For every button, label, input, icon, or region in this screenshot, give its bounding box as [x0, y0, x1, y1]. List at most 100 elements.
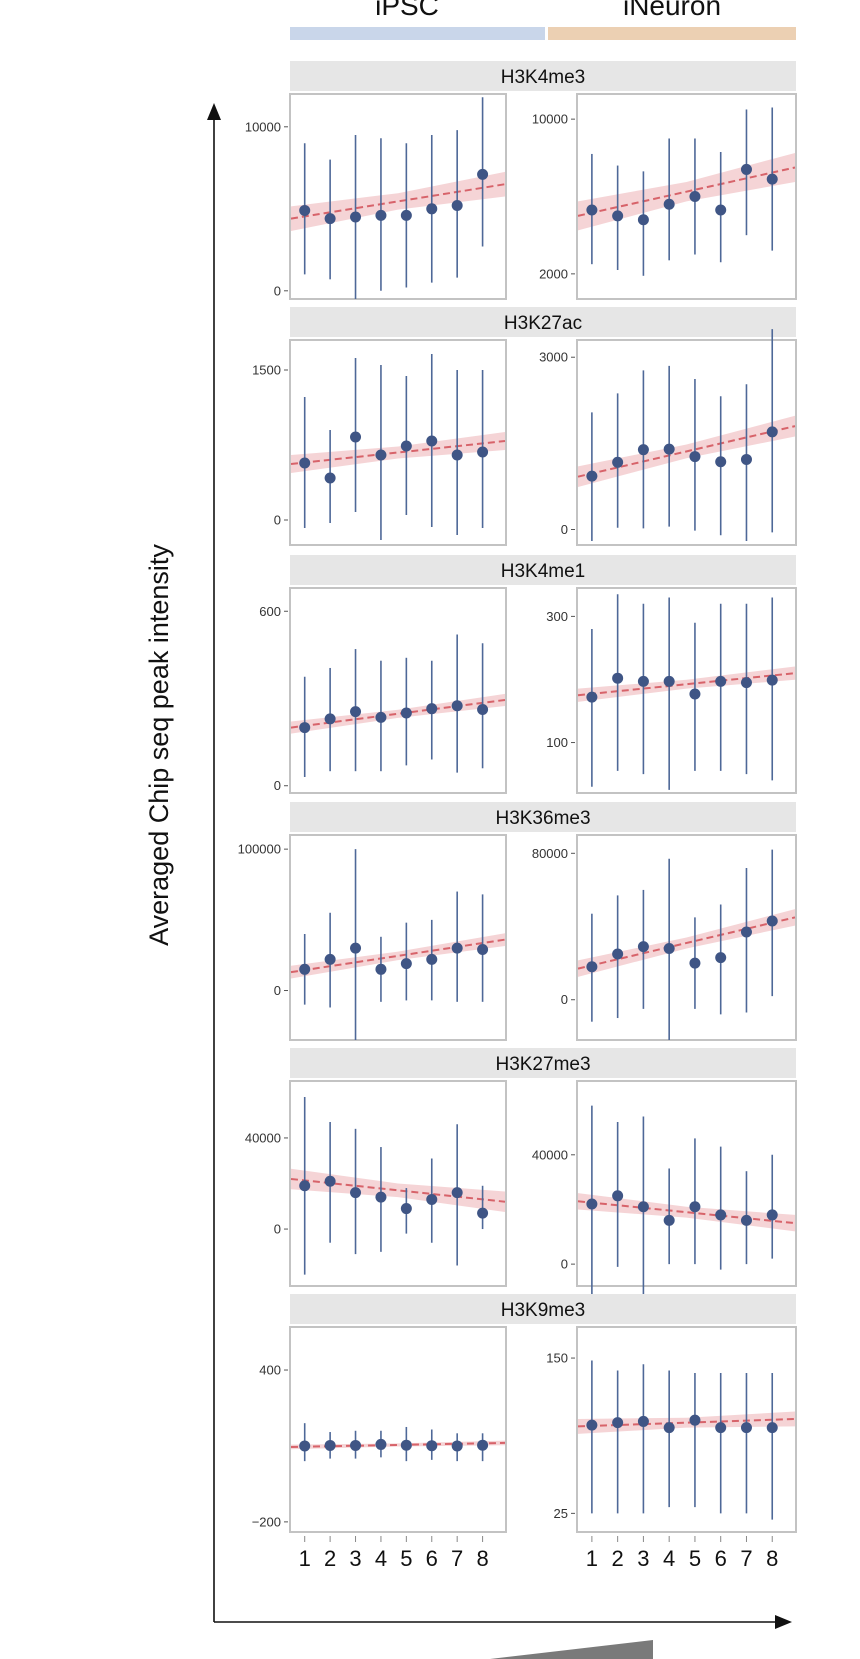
data-point [740, 1214, 752, 1226]
data-point [612, 1190, 624, 1202]
data-point [299, 1180, 311, 1192]
strip-label-H3K4me1: H3K4me1 [501, 561, 586, 582]
confidence-band [291, 432, 505, 473]
trend-line [290, 183, 506, 220]
y-axis-arrowhead [207, 103, 221, 120]
data-point [400, 1203, 412, 1215]
y-tick-label: 300 [546, 609, 568, 624]
data-point [324, 1175, 336, 1187]
panel-frame [289, 587, 507, 794]
data-point [451, 942, 463, 954]
data-point [715, 456, 727, 468]
trend-line [577, 916, 796, 970]
data-point [689, 957, 701, 969]
y-tick-label: 0 [274, 513, 281, 528]
data-point [637, 675, 649, 687]
panel-H3K27me3-iNeuron: 0 40000 [532, 1080, 797, 1319]
data-point [426, 203, 438, 215]
panel-H3K36me3-iPSC: 0 100000 [238, 834, 507, 1041]
data-point [715, 204, 727, 216]
data-point [586, 691, 598, 703]
panel-frame [289, 1326, 507, 1533]
data-point [299, 722, 311, 734]
data-point [350, 942, 362, 954]
data-point [637, 941, 649, 953]
data-point [612, 1417, 624, 1429]
data-point [375, 209, 387, 221]
y-tick-label: 80000 [532, 846, 568, 861]
data-point [400, 440, 412, 452]
x-tick-label: 5 [400, 1546, 412, 1571]
data-point [663, 942, 675, 954]
trend-line [577, 672, 796, 697]
strip-label-H3K4me3: H3K4me3 [501, 67, 586, 88]
panel-H3K4me1-iPSC: 0 600 [259, 587, 507, 794]
x-tick-label: 3 [637, 1546, 649, 1571]
data-point [612, 672, 624, 684]
x-tick-label: 7 [740, 1546, 752, 1571]
data-point [324, 472, 336, 484]
y-tick-label: 0 [561, 522, 568, 537]
trend-line [290, 440, 506, 465]
x-tick-label: 4 [375, 1546, 387, 1571]
x-tick-label: 6 [715, 1546, 727, 1571]
data-point [426, 1193, 438, 1205]
data-point [324, 953, 336, 965]
data-point [612, 948, 624, 960]
data-point [350, 1187, 362, 1199]
data-point [350, 1439, 362, 1451]
data-point [586, 204, 598, 216]
x-tick-label: 8 [476, 1546, 488, 1571]
confidence-band [291, 171, 505, 231]
group-bar-0 [290, 27, 545, 40]
y-tick-label: 0 [274, 983, 281, 998]
data-point [766, 1209, 778, 1221]
data-point [400, 958, 412, 970]
strip-label-H3K27me3: H3K27me3 [495, 1054, 590, 1075]
data-point [400, 707, 412, 719]
data-point [715, 1422, 727, 1434]
group-header: iPSC iNeuron [290, 0, 796, 40]
data-point [477, 1439, 489, 1451]
y-tick-label: 0 [561, 992, 568, 1007]
confidence-band [578, 1193, 795, 1232]
y-axis-label: Averaged Chip seq peak intensity [144, 544, 174, 946]
group-label-1: iNeuron [623, 0, 721, 21]
data-point [663, 675, 675, 687]
panel-H3K9me3-iPSC: −200 400 [252, 1326, 507, 1533]
data-point [766, 426, 778, 438]
data-point [689, 191, 701, 202]
panel-H3K4me3-iPSC: 0 10000 [245, 93, 507, 300]
x-tick-label: 1 [586, 1546, 598, 1571]
strip-label-H3K9me3: H3K9me3 [501, 1300, 586, 1321]
y-tick-label: 400 [259, 1363, 281, 1378]
x-tick-label: 5 [689, 1546, 701, 1571]
y-tick-label: 100 [546, 735, 568, 750]
data-point [637, 1415, 649, 1427]
data-point [663, 1214, 675, 1226]
data-point [689, 1414, 701, 1426]
x-tick-label: 2 [612, 1546, 624, 1571]
data-point [426, 1440, 438, 1452]
data-point [324, 1439, 336, 1451]
x-tick-label: 6 [426, 1546, 438, 1571]
data-point [586, 1419, 598, 1431]
data-point [451, 449, 463, 461]
y-tick-label: 40000 [532, 1147, 568, 1162]
panels: H3K4me3010000200010000H3K27ac0150003000H… [238, 61, 797, 1533]
data-point [740, 163, 752, 175]
data-point [375, 449, 387, 461]
y-tick-label: 2000 [539, 266, 568, 281]
confidence-band [291, 1440, 505, 1450]
y-tick-label: 10000 [532, 112, 568, 127]
group-label-0: iPSC [375, 0, 439, 21]
data-point [689, 688, 701, 700]
data-point [637, 1201, 649, 1213]
panel-H3K27me3-iPSC: 0 40000 [245, 1080, 507, 1287]
data-point [715, 1209, 727, 1221]
confidence-band [291, 1168, 505, 1212]
y-tick-label: 0 [274, 283, 281, 298]
y-tick-label: 25 [554, 1506, 568, 1521]
